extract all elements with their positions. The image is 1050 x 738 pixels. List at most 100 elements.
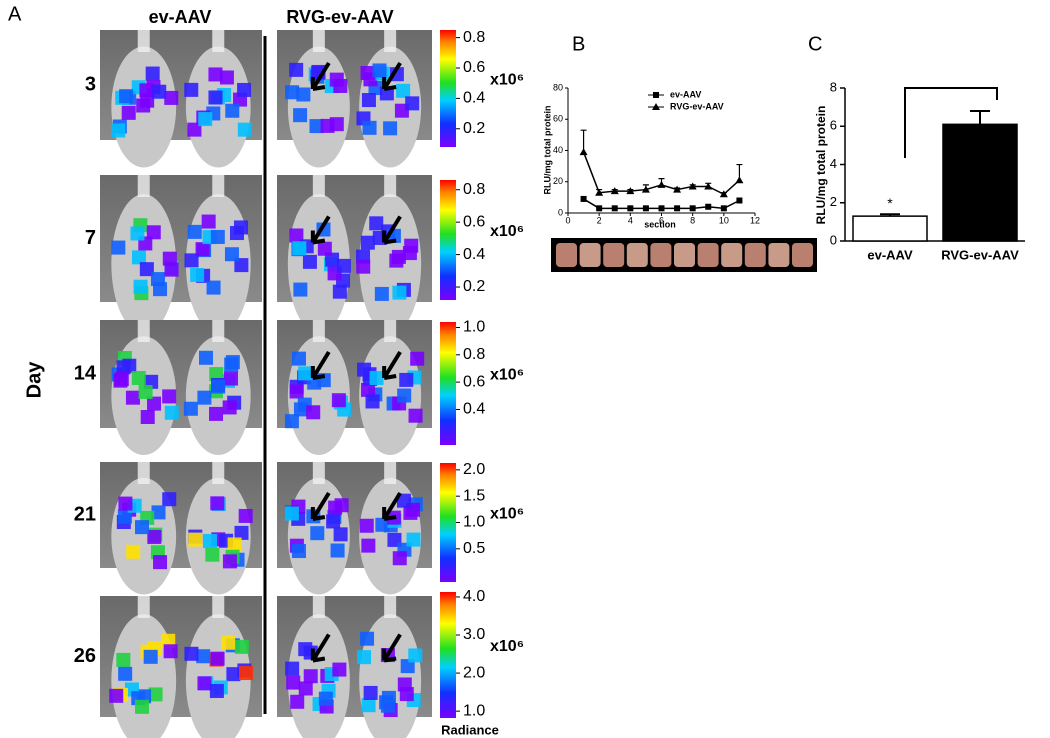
ear-tag [212,320,225,342]
marker [652,103,660,110]
signal-spot [329,72,344,87]
section-tile [792,243,813,267]
signal-spot [224,247,239,262]
marker [641,185,650,193]
signal-spot [360,66,375,81]
colorbar [440,30,456,147]
marker [658,205,665,212]
signal-spot [317,241,332,256]
arrow [382,215,402,245]
signal-spot [151,505,166,520]
signal-spot [164,90,179,105]
signal-spot [188,532,203,547]
signal-spot [326,514,341,529]
significance-bracket [904,87,998,158]
signal-spot [118,496,133,511]
signal-spot [150,272,165,287]
panel-label: A [8,3,22,25]
marker [653,92,659,98]
signal-spot [298,642,313,657]
signal-spot [292,241,307,256]
signal-spot [396,493,411,508]
y-tick-label: 80 [553,82,563,92]
signal-spot [131,250,146,265]
section-tile [744,243,766,267]
signal-spot [285,85,300,100]
colorbar-tick-label: 0.4 [463,401,485,418]
row-label: 21 [74,503,96,525]
signal-spot [162,389,177,404]
signal-spot [222,400,237,415]
section-tile [603,243,625,267]
y-axis-label: RLU/mg total protein [814,106,828,225]
signal-spot [210,496,225,511]
y-tick-label: 6 [830,118,837,133]
marker [735,176,744,184]
row-label: 14 [74,362,97,384]
section-tile [556,243,577,267]
signal-spot [306,405,321,420]
x-tick-label: 4 [628,215,633,225]
ear-tag [384,175,397,197]
signal-spot [225,355,240,370]
signal-spot [369,370,384,385]
signal-spot [291,544,306,559]
arrow [382,491,402,521]
signal-spot [392,551,407,566]
signal-spot [383,121,398,136]
colorbar-tick-label: 0.6 [463,213,485,230]
y-tick-label: 0 [558,207,563,217]
signal-spot [237,82,252,97]
signal-spot [162,251,177,266]
signal-spot [296,87,311,102]
signal-spot [408,648,423,663]
bar [942,123,1018,242]
signal-spot [152,84,167,99]
signal-spot [369,216,384,231]
signal-spot [286,675,301,690]
signal-spot [131,371,146,386]
signal-spot [284,414,299,429]
signal-spot [289,228,304,243]
signal-spot [285,661,300,676]
mouse-silhouette [359,336,422,455]
signal-spot [410,351,425,366]
signal-spot [111,123,126,138]
signal-spot [184,646,199,661]
marker [704,182,713,190]
signal-spot [209,367,224,382]
ear-tag [384,462,397,484]
colorbar [440,322,456,445]
legend-label: ev-AAV [670,89,701,99]
signal-spot [360,235,375,250]
ear-tag [137,175,150,197]
signal-spot [211,379,226,394]
ear-tag [312,320,325,342]
y-tick-label: 60 [553,114,563,124]
signal-spot [126,544,141,559]
marker [626,187,635,195]
y-tick-label: 4 [830,156,837,171]
signal-spot [118,666,133,681]
ear-tag [384,30,397,52]
signal-spot [143,649,158,664]
signal-spot [224,371,239,386]
row-label: 3 [85,73,96,95]
bar [852,215,928,242]
signal-spot [164,405,179,420]
signal-spot [330,543,345,558]
signal-spot [196,649,211,664]
section-tile [626,243,648,267]
signal-spot [329,117,344,132]
y-tick-label: 40 [553,145,563,155]
signal-spot [237,122,252,137]
colorbar-tick-label: 1.0 [463,702,485,719]
colorbar-tick-label: 0.2 [463,278,485,295]
colorbar-tick-label: 0.8 [463,29,485,46]
signal-spot [392,285,407,300]
signal-spot [197,390,212,405]
colorbar-tick-label: 1.5 [463,487,485,504]
y-axis-label: RLU/mg total protein [542,106,552,195]
signal-spot [208,90,223,105]
